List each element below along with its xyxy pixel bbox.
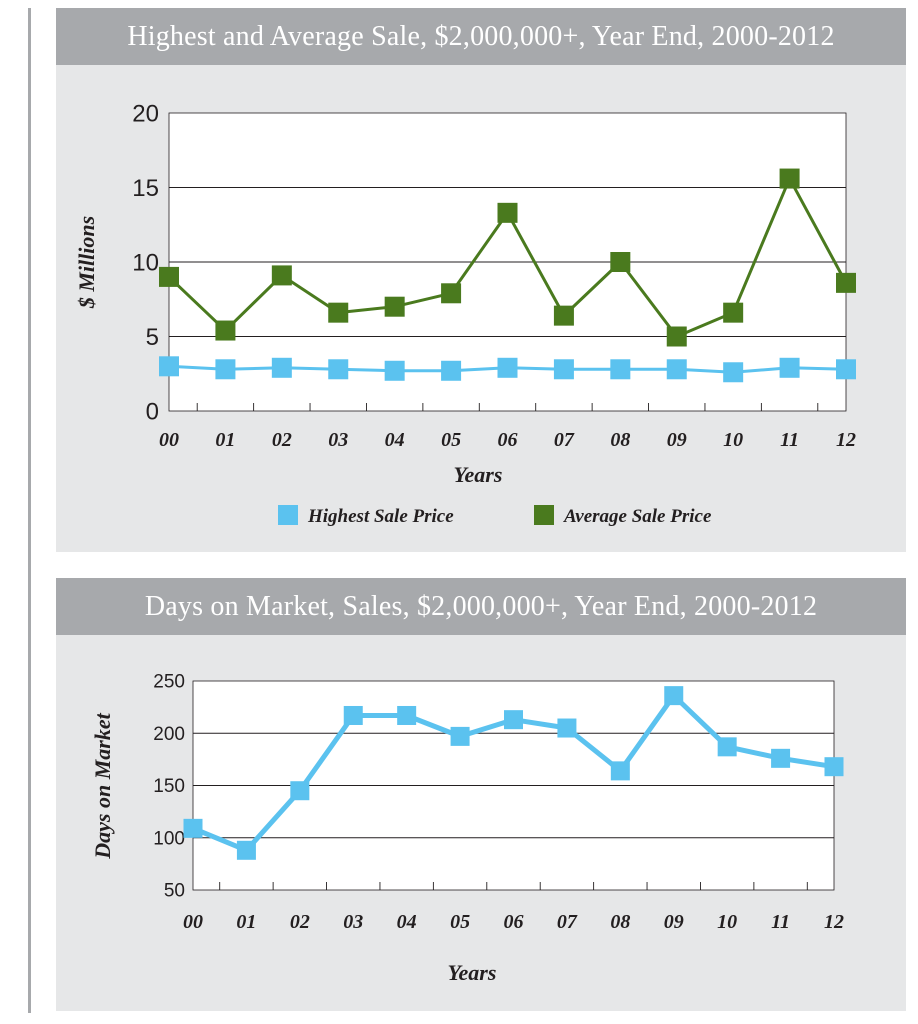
x-tick-label: 00 xyxy=(183,911,203,933)
y-tick-label: 200 xyxy=(153,724,185,745)
data-point-marker xyxy=(183,818,203,838)
x-tick-label: 12 xyxy=(824,911,844,933)
data-point-marker xyxy=(397,705,417,725)
data-point-marker xyxy=(159,266,179,287)
x-axis-title: Years xyxy=(448,960,497,985)
y-tick-label: 100 xyxy=(153,828,185,849)
data-point-marker xyxy=(557,718,577,738)
x-tick-label: 01 xyxy=(236,911,256,933)
left-rule xyxy=(28,8,31,1013)
x-tick-label: 08 xyxy=(610,429,630,451)
y-tick-label: 250 xyxy=(153,672,185,693)
x-tick-label: 07 xyxy=(554,429,575,451)
days-on-market-chart: 50 100 150 200 250 00 01 02 03 04 05 06 07 08 09 10 11 12… xyxy=(90,672,844,985)
x-tick-label: 01 xyxy=(215,429,235,451)
data-point-marker xyxy=(328,359,349,380)
x-axis-title: Years xyxy=(454,462,503,487)
data-point-marker xyxy=(610,252,631,272)
y-tick-label: 5 xyxy=(146,324,159,351)
legend-label: Highest Sale Price xyxy=(307,506,454,527)
x-tick-label: 02 xyxy=(290,911,310,933)
data-point-marker xyxy=(779,168,800,189)
x-tick-label: 03 xyxy=(328,429,348,451)
data-point-marker xyxy=(664,686,684,706)
data-point-marker xyxy=(441,283,462,304)
y-axis-title: $ Millions xyxy=(74,216,99,309)
x-tick-label: 05 xyxy=(441,429,461,451)
chart-title: Days on Market, Sales, $2,000,000+, Year… xyxy=(56,578,906,635)
y-tick-label: 150 xyxy=(153,776,185,797)
x-tick-label: 04 xyxy=(397,911,417,933)
x-tick-label: 02 xyxy=(272,429,292,451)
x-tick-label: 10 xyxy=(717,911,737,933)
y-tick-label: 10 xyxy=(132,249,159,276)
legend-label: Average Sale Price xyxy=(563,506,712,527)
legend-swatch xyxy=(278,505,298,525)
data-point-marker xyxy=(384,360,405,381)
data-point-marker xyxy=(159,356,179,377)
x-tick-label: 12 xyxy=(836,429,856,451)
data-point-marker xyxy=(610,359,631,380)
data-point-marker xyxy=(824,757,844,777)
x-tick-label: 00 xyxy=(159,429,179,451)
data-point-marker xyxy=(553,305,574,326)
y-tick-label: 20 xyxy=(132,100,159,127)
data-point-marker xyxy=(271,357,292,378)
x-tick-label: 05 xyxy=(450,911,470,933)
x-tick-label: 04 xyxy=(385,429,405,451)
data-point-marker xyxy=(290,781,310,801)
data-point-marker xyxy=(343,705,363,725)
x-tick-label: 06 xyxy=(498,429,518,451)
legend-swatch xyxy=(534,505,554,525)
data-point-marker xyxy=(666,326,687,347)
data-point-marker xyxy=(610,761,630,781)
y-tick-label: 15 xyxy=(132,175,159,202)
data-point-marker xyxy=(723,302,744,323)
data-point-marker xyxy=(553,359,574,380)
data-point-marker xyxy=(215,359,236,380)
y-axis-title: Days on Market xyxy=(90,712,115,859)
data-point-marker xyxy=(441,360,462,381)
y-tick-label: 0 xyxy=(146,398,159,425)
x-tick-label: 07 xyxy=(557,911,578,933)
days-on-market-chart-panel: Days on Market, Sales, $2,000,000+, Year… xyxy=(56,578,906,1011)
data-point-marker xyxy=(666,359,687,380)
data-point-marker xyxy=(771,748,791,768)
data-point-marker xyxy=(723,362,744,383)
sale-price-chart-panel: Highest and Average Sale, $2,000,000+, Y… xyxy=(56,8,906,552)
data-point-marker xyxy=(504,710,523,730)
data-point-marker xyxy=(236,840,256,860)
data-point-marker xyxy=(271,265,292,286)
data-point-marker xyxy=(450,726,470,746)
x-tick-label: 11 xyxy=(780,429,799,451)
x-tick-label: 06 xyxy=(504,911,524,933)
x-tick-label: 09 xyxy=(667,429,687,451)
data-point-marker xyxy=(328,302,349,323)
data-point-marker xyxy=(836,359,856,380)
x-tick-label: 11 xyxy=(771,911,790,933)
data-point-marker xyxy=(215,320,236,341)
x-tick-label: 09 xyxy=(664,911,684,933)
chart-title: Highest and Average Sale, $2,000,000+, Y… xyxy=(56,8,906,65)
x-tick-label: 08 xyxy=(610,911,630,933)
data-point-marker xyxy=(497,202,518,223)
data-point-marker xyxy=(497,357,518,378)
x-tick-label: 10 xyxy=(723,429,743,451)
x-tick-label: 03 xyxy=(343,911,363,933)
data-point-marker xyxy=(384,296,405,317)
data-point-marker xyxy=(836,272,856,293)
data-point-marker xyxy=(779,357,800,378)
data-point-marker xyxy=(717,737,737,757)
y-tick-label: 50 xyxy=(164,881,185,902)
